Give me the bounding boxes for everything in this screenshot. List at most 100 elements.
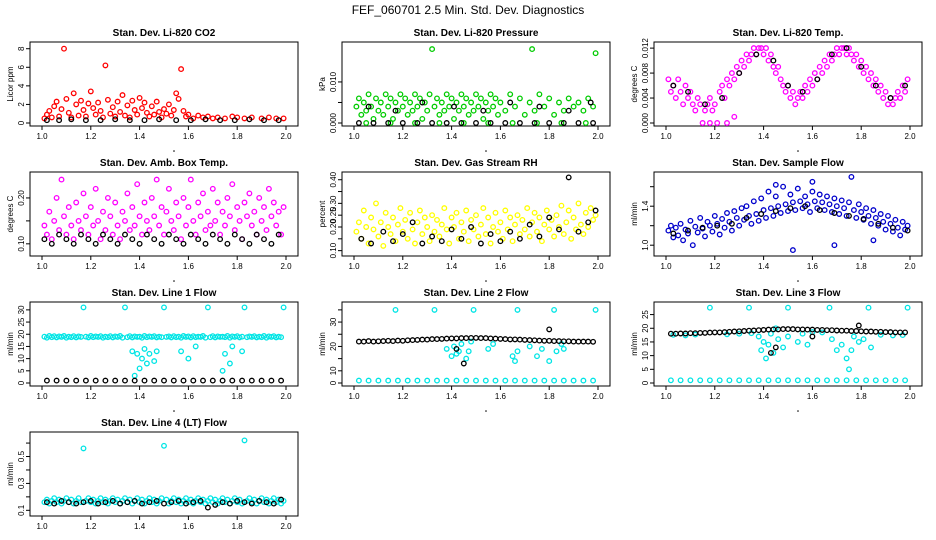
x-tick-label: 2.0 <box>904 262 916 271</box>
data-point <box>275 231 282 238</box>
data-point <box>904 222 911 229</box>
data-point <box>190 499 197 506</box>
data-point <box>875 220 882 227</box>
data-point <box>107 236 114 243</box>
data-point <box>463 95 470 102</box>
data-point <box>512 336 518 343</box>
x-tick-label: 1.4 <box>134 262 146 271</box>
data-point <box>797 88 804 95</box>
data-point <box>365 240 372 247</box>
data-point <box>438 221 445 228</box>
data-point <box>209 115 216 122</box>
plot-frame <box>653 171 923 257</box>
data-point <box>838 341 845 348</box>
data-point <box>697 329 704 336</box>
data-point <box>131 377 138 384</box>
axis-dot <box>485 410 487 412</box>
data-point <box>850 57 857 64</box>
data-point <box>197 213 204 220</box>
data-point <box>65 109 72 116</box>
data-point <box>195 199 202 206</box>
data-point <box>414 120 421 126</box>
data-point <box>429 120 436 126</box>
data-point <box>750 198 757 205</box>
data-point <box>73 500 80 507</box>
data-point <box>685 230 691 237</box>
data-point <box>453 99 460 106</box>
data-point <box>904 76 911 83</box>
x-tick-label: 2.0 <box>904 392 916 401</box>
data-point <box>687 217 694 224</box>
data-point <box>794 338 801 345</box>
data-point <box>512 377 518 384</box>
x-tick-label: 1.4 <box>134 522 146 531</box>
data-point <box>816 191 823 198</box>
data-point <box>736 330 743 337</box>
x-tick-label: 1.4 <box>758 132 770 141</box>
data-point <box>772 193 779 200</box>
data-point <box>360 338 367 345</box>
data-point <box>141 377 148 384</box>
data-point <box>70 236 77 243</box>
x-tick-label: 1.0 <box>660 392 672 401</box>
data-point <box>73 199 80 206</box>
data-point <box>507 336 514 343</box>
data-point <box>855 338 862 345</box>
data-point <box>92 111 99 118</box>
data-point <box>117 108 124 115</box>
data-point <box>860 70 867 77</box>
x-tick-label: 1.8 <box>544 262 556 271</box>
y-tick-label: 20 <box>641 323 650 332</box>
data-point <box>143 231 150 238</box>
data-point <box>217 117 224 124</box>
data-point <box>183 222 189 229</box>
data-point <box>831 210 838 216</box>
data-point <box>855 201 862 208</box>
data-point <box>275 333 282 340</box>
data-point <box>843 51 850 58</box>
data-point <box>848 173 855 180</box>
data-point <box>409 337 416 344</box>
plot-frame <box>29 431 299 517</box>
data-point <box>434 95 440 102</box>
data-point <box>168 217 175 224</box>
data-point <box>241 199 248 206</box>
data-point <box>368 103 375 110</box>
data-point <box>443 377 450 384</box>
axis-dot <box>173 150 175 152</box>
data-point <box>702 233 708 240</box>
data-point <box>222 115 228 122</box>
data-point <box>792 207 799 214</box>
data-point <box>239 377 246 384</box>
data-point <box>241 499 248 506</box>
chart-panel-8: Stan. Dev. Line 2 Flow 1.0 1.2 1.4 1.6 1.8 2.0… <box>318 288 611 412</box>
data-point <box>407 99 414 106</box>
data-point <box>204 504 211 511</box>
data-point <box>565 338 572 345</box>
data-point <box>772 344 779 351</box>
data-point <box>770 63 777 70</box>
x-tick-label: 1.2 <box>397 262 409 271</box>
data-point <box>880 95 887 101</box>
data-point <box>892 377 899 384</box>
chart-title: Stan. Dev. Li-820 Pressure <box>414 28 539 39</box>
data-point <box>485 107 492 114</box>
y-tick-label: 25 <box>17 317 26 326</box>
data-point <box>419 240 426 247</box>
data-point <box>109 497 116 504</box>
data-point <box>516 231 523 238</box>
data-point <box>675 232 682 239</box>
data-point <box>61 213 67 220</box>
data-point <box>158 204 165 211</box>
data-point <box>902 82 909 89</box>
data-point <box>714 220 721 227</box>
data-point <box>480 107 487 114</box>
data-point <box>124 102 131 109</box>
data-point <box>763 45 769 52</box>
data-point <box>872 377 879 384</box>
data-point <box>865 76 872 83</box>
data-point <box>175 95 182 102</box>
axis-dot <box>797 410 799 412</box>
data-point <box>451 103 457 110</box>
data-point <box>236 217 243 224</box>
